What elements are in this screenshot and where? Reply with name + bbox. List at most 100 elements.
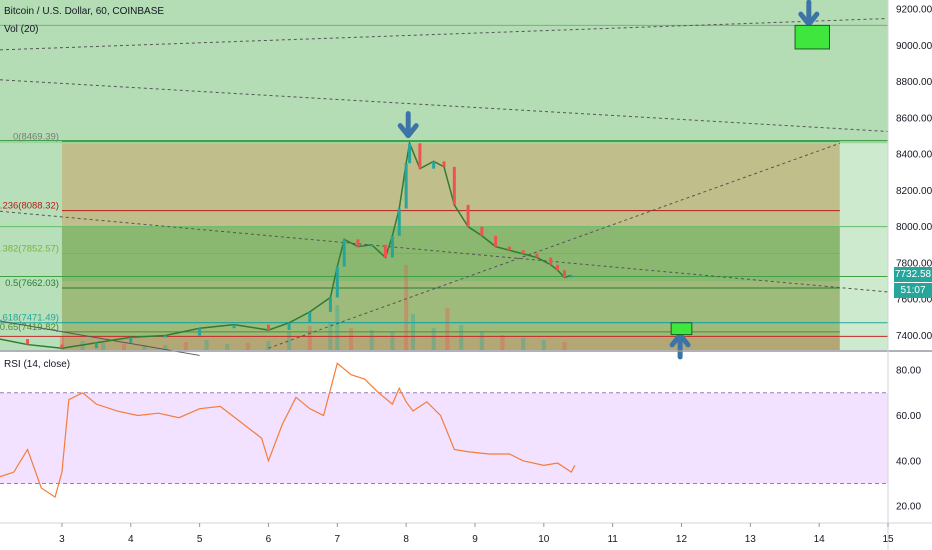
candle: [335, 266, 339, 298]
candle: [452, 166, 456, 205]
chart-title: Bitcoin / U.S. Dollar, 60, COINBASE: [4, 6, 165, 17]
zone-0: [0, 0, 888, 141]
price-pane[interactable]: 0(8469.39) 0.236(8088.32) 0.382(7852.57) 0.…: [0, 0, 889, 360]
price-axis-tick: 8200.00: [896, 186, 932, 197]
volume-bar: [404, 265, 409, 350]
candle: [370, 244, 374, 247]
candle: [397, 208, 401, 236]
volume-bar: [307, 326, 312, 350]
candle: [328, 297, 332, 312]
time-axis-tick: 15: [882, 534, 894, 545]
rsi-axis-tick: 80.00: [896, 366, 921, 377]
candle: [198, 328, 202, 336]
time-axis-tick: 11: [607, 534, 618, 545]
price-axis-tick: 7800.00: [896, 258, 932, 269]
trend-line[interactable]: [0, 79, 889, 132]
candle: [287, 322, 291, 331]
trend-line[interactable]: [268, 142, 840, 349]
candle: [562, 270, 566, 278]
price-axis-tick: 8000.00: [896, 222, 932, 233]
rsi-axis-tick: 60.00: [896, 411, 921, 422]
volume-bar: [479, 332, 484, 350]
fib-level-label: 0.5(7662.03): [5, 278, 59, 289]
candle: [569, 275, 573, 278]
trend-line[interactable]: [0, 210, 889, 293]
volume-bar: [390, 332, 395, 350]
rsi-axis-tick: 20.00: [896, 502, 921, 513]
target-box[interactable]: [670, 322, 693, 336]
candle: [342, 239, 346, 267]
candle: [390, 235, 394, 258]
trend-line[interactable]: [0, 17, 889, 51]
zone-3: [839, 143, 888, 350]
price-axis-tick: 8800.00: [896, 77, 932, 88]
volume-bar: [245, 343, 250, 350]
candle: [60, 344, 64, 349]
candle: [521, 250, 525, 254]
time-axis-tick: 3: [59, 534, 65, 545]
arrow-up-icon: [669, 332, 691, 360]
arrow-down-icon: [397, 111, 419, 139]
candle: [232, 324, 236, 329]
fib-level-label: 0.382(7852.57): [0, 243, 59, 254]
candle: [432, 161, 436, 169]
candle: [494, 235, 498, 247]
volume-bar: [204, 340, 209, 350]
time-axis-tick: 8: [403, 534, 409, 545]
volume-bar: [445, 308, 450, 350]
candle: [404, 163, 408, 209]
price-axis-tick: 7600.00: [896, 295, 932, 306]
candle: [266, 324, 270, 331]
rsi-band: [0, 392, 888, 484]
time-axis-tick: 9: [472, 534, 478, 545]
volume-bar: [163, 345, 168, 350]
fib-level-label: 0.65(7419.82): [0, 322, 59, 333]
candle: [383, 244, 387, 258]
rsi-line: [0, 362, 576, 499]
candle: [356, 239, 360, 247]
volume-bar: [142, 345, 147, 350]
volume-bar: [521, 338, 526, 350]
volume-bar: [183, 342, 188, 350]
rsi-legend: RSI (14, close): [4, 359, 71, 370]
price-axis-tick: 8400.00: [896, 150, 932, 161]
zone-2: [0, 143, 62, 350]
candle: [26, 339, 30, 345]
candle-countdown-tag: 51:07: [894, 283, 932, 299]
candle: [507, 246, 511, 251]
candle: [408, 143, 412, 164]
arrow-head: [397, 123, 419, 139]
volume-bar: [369, 330, 374, 350]
candle: [163, 335, 167, 338]
arrow-down-icon: [798, 0, 820, 27]
price-axis-tick: 7400.00: [896, 331, 932, 342]
arrow-head: [798, 11, 820, 27]
candle: [556, 264, 560, 271]
time-axis-tick: 6: [266, 534, 272, 545]
time-axis-tick: 4: [128, 534, 134, 545]
rsi-pane[interactable]: [0, 362, 888, 499]
volume-bar: [431, 328, 436, 350]
price-axis-tick: 9200.00: [896, 5, 932, 16]
volume-bar: [287, 332, 292, 350]
volume-bar: [541, 340, 546, 350]
volume-bar: [500, 335, 505, 350]
volume-bar: [349, 328, 354, 350]
volume-bar: [562, 342, 567, 350]
zone-7: [61, 281, 840, 337]
trend-line[interactable]: [0, 320, 200, 356]
candle: [129, 337, 133, 343]
volume-bar: [101, 343, 106, 350]
time-axis-tick: 10: [538, 534, 550, 545]
volume-bar: [335, 305, 340, 350]
target-box[interactable]: [794, 24, 830, 50]
rsi-axis-tick: 40.00: [896, 456, 921, 467]
volume-bar: [59, 336, 64, 350]
candle: [466, 204, 470, 227]
zone-4: [61, 143, 840, 350]
candle: [442, 161, 446, 167]
candle: [418, 143, 422, 169]
fib-level-label: 0(8469.39): [13, 132, 59, 143]
